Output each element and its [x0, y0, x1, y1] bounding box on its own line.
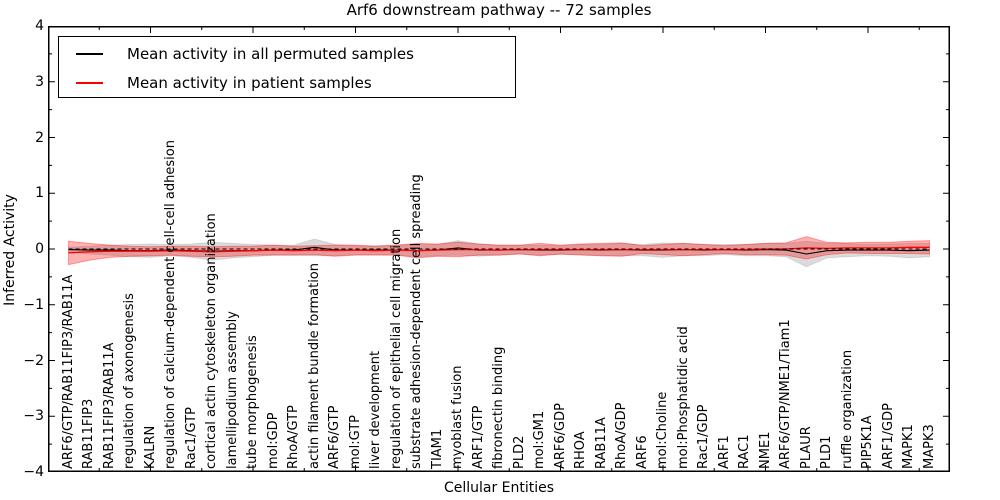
- x-category-label: cortical actin cytoskeleton organization: [204, 213, 219, 469]
- x-category-label: myoblast fusion: [450, 365, 465, 469]
- x-category-label: substrate adhesion-dependent cell spread…: [409, 174, 424, 469]
- legend-line-red: [76, 81, 103, 84]
- y-tick-label: 1: [35, 185, 44, 202]
- y-tick-label: −3: [23, 408, 44, 425]
- chart-canvas: [48, 25, 950, 473]
- plot-frame: [48, 26, 950, 472]
- permuted-band: [68, 238, 930, 268]
- x-category-label: TIAM1: [429, 428, 445, 469]
- x-category-label: tube morphogenesis: [245, 335, 260, 469]
- x-category-label: mol:GM1: [532, 410, 547, 469]
- x-category-label: PLD2: [511, 435, 527, 469]
- x-category-label: regulation of axonogenesis: [122, 293, 137, 469]
- legend-entry-permuted: Mean activity in all permuted samples: [59, 39, 515, 68]
- x-category-label: liver development: [368, 350, 383, 469]
- x-category-label: fibronectin binding: [491, 346, 506, 469]
- x-category-label: KALRN: [142, 425, 158, 469]
- x-category-label: RhoA/GDP: [614, 402, 629, 469]
- x-category-label: PLD1: [819, 435, 834, 469]
- legend-label: Mean activity in all permuted samples: [127, 44, 414, 63]
- y-tick-label: −4: [23, 464, 44, 480]
- x-category-label: Rac1/GDP: [696, 404, 711, 469]
- x-category-label: MAPK3: [921, 424, 937, 469]
- x-category-label: PIP5K1A: [860, 415, 875, 469]
- x-category-label: ARF6/GTP/RAB11FIP3/RAB11A: [60, 274, 76, 469]
- plot-area: [48, 25, 950, 473]
- legend-line-black: [76, 52, 103, 55]
- x-category-label: lamellipodium assembly: [224, 311, 240, 469]
- x-category-label: RHOA: [573, 431, 588, 469]
- x-category-label: ARF6/GTP/NME1/Tiam1: [778, 319, 793, 469]
- y-tick-label: −1: [23, 296, 44, 313]
- x-category-label: RAC1: [737, 434, 752, 469]
- x-category-label: ARF1/GDP: [880, 403, 896, 469]
- legend: Mean activity in all permuted samples Me…: [58, 36, 516, 98]
- x-category-label: PLAUR: [798, 426, 814, 469]
- y-tick-label: 3: [35, 73, 44, 90]
- x-category-label: Rac1/GTP: [183, 407, 199, 469]
- legend-label: Mean activity in patient samples: [127, 73, 372, 92]
- x-category-label: ARF1: [716, 435, 732, 469]
- x-category-label: RAB11FIP3/RAB11A: [101, 342, 117, 469]
- x-category-label: regulation of epithelial cell migration: [388, 228, 404, 469]
- x-category-label: mol:Choline: [655, 391, 670, 469]
- x-category-label: RAB11A: [593, 417, 609, 469]
- x-category-label: ARF6/GTP: [327, 405, 342, 469]
- x-category-label: mol:GDP: [265, 412, 281, 469]
- x-category-label: RhoA/GTP: [286, 405, 301, 469]
- x-category-label: ARF1/GTP: [470, 405, 486, 469]
- x-category-label: mol:Phosphatidic acid: [675, 326, 691, 469]
- y-tick-label: 2: [35, 129, 44, 146]
- x-category-label: MAPK1: [901, 424, 916, 469]
- legend-entry-patient: Mean activity in patient samples: [59, 68, 515, 97]
- y-tick-label: −2: [23, 352, 44, 369]
- x-category-label: ARF6: [634, 435, 650, 469]
- y-tick-label: 0: [35, 241, 44, 257]
- x-category-label: ruffle organization: [839, 349, 855, 469]
- x-category-label: NME1: [757, 431, 773, 469]
- x-category-label: ARF6/GDP: [552, 403, 568, 469]
- x-category-label: regulation of calcium-dependent cell-cel…: [163, 140, 178, 469]
- x-category-label: mol:GTP: [347, 415, 363, 469]
- x-category-label: actin filament bundle formation: [306, 263, 322, 469]
- x-axis-label: Cellular Entities: [443, 480, 555, 496]
- x-category-label: RAB11FIP3: [81, 398, 96, 469]
- y-tick-label: 4: [35, 18, 44, 34]
- chart-title: Arf6 downstream pathway -- 72 samples: [346, 1, 652, 19]
